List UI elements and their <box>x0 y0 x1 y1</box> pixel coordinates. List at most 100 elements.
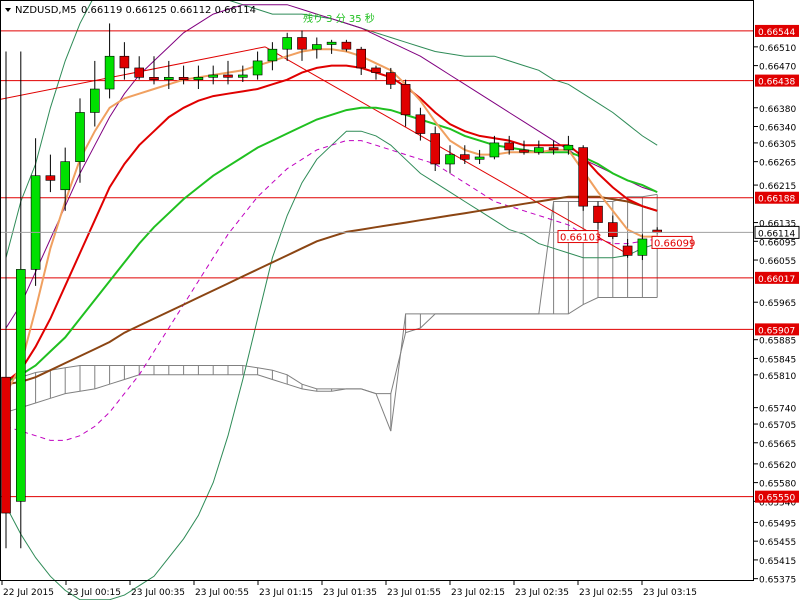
bullish-candle <box>90 88 100 113</box>
x-axis-tick-label: 23 Jul 01:35 <box>323 588 377 598</box>
x-axis-tick-label: 23 Jul 02:35 <box>515 588 569 598</box>
x-axis-tick-label: 23 Jul 00:15 <box>67 588 121 598</box>
bearish-candle <box>519 149 529 153</box>
bullish-candle <box>311 44 322 50</box>
level-price-label: 0.66438 <box>758 78 795 88</box>
x-axis-tick-label: 23 Jul 03:15 <box>643 588 697 598</box>
x-axis-tick-label: 22 Jul 2015 <box>3 588 54 598</box>
bullish-candle <box>282 37 293 50</box>
bearish-candle <box>415 114 426 134</box>
bullish-candle <box>563 144 574 151</box>
bullish-candle <box>489 142 500 158</box>
level-price-label: 0.66188 <box>758 195 795 205</box>
x-axis-tick-label: 23 Jul 01:55 <box>387 588 441 598</box>
ma-long-line <box>5 195 658 386</box>
cloud-span-a <box>5 193 658 395</box>
y-axis-tick-label: 0.66135 <box>759 220 796 230</box>
price-tag-box <box>557 230 599 244</box>
y-axis-tick-label: 0.65705 <box>759 421 796 431</box>
bollinger-inner-lower-band <box>5 140 658 441</box>
y-axis-tick-label: 0.65965 <box>759 299 796 309</box>
x-axis-tick-label: 23 Jul 00:35 <box>131 588 185 598</box>
bullish-candle <box>104 55 115 90</box>
bearish-candle <box>430 133 441 165</box>
x-axis-tick-label: 23 Jul 00:55 <box>195 588 249 598</box>
level-price-badge <box>755 24 799 37</box>
price-tag-label: 0.66103 <box>560 233 601 244</box>
level-price-badge <box>755 323 799 336</box>
bearish-candle <box>1 376 11 514</box>
bearish-candle <box>578 147 589 207</box>
bearish-candle <box>622 245 633 256</box>
y-axis-tick-label: 0.65810 <box>759 372 796 382</box>
bearish-candle <box>371 67 381 73</box>
level-price-label: 0.66017 <box>758 275 795 285</box>
bollinger-inner-upper-band <box>5 4 658 329</box>
level-price-label: 0.65907 <box>758 326 795 336</box>
y-axis-tick-label: 0.66470 <box>759 63 796 73</box>
bullish-candle <box>75 112 85 162</box>
bearish-candle <box>459 154 470 160</box>
y-axis-tick-label: 0.65375 <box>759 576 796 586</box>
x-axis-tick-label: 23 Jul 01:15 <box>259 588 313 598</box>
bullish-candle <box>533 147 544 153</box>
bearish-candle <box>178 77 189 80</box>
bearish-candle <box>548 147 559 151</box>
bearish-candle <box>400 84 411 116</box>
y-axis-tick-label: 0.66340 <box>759 124 796 134</box>
level-price-badge <box>755 191 799 204</box>
y-axis-tick-label: 0.66510 <box>759 44 796 54</box>
current-price-badge <box>754 225 800 239</box>
bearish-candle <box>297 37 307 50</box>
ma-mid-line <box>5 64 658 383</box>
bearish-candle <box>119 55 130 69</box>
window-menu-arrow-icon[interactable] <box>5 8 11 12</box>
ohlc-label: 0.66119 0.66125 0.66112 0.66114 <box>81 5 256 16</box>
bearish-candle <box>223 74 233 78</box>
y-axis-tick-label: 0.65665 <box>759 440 796 450</box>
current-price-label: 0.66114 <box>758 229 795 239</box>
bullish-candle <box>15 269 26 502</box>
bearish-candle <box>593 205 603 223</box>
y-axis-tick-label: 0.66055 <box>759 257 796 267</box>
trendline <box>0 46 266 100</box>
bullish-candle <box>474 156 485 160</box>
bullish-candle <box>60 161 71 191</box>
level-price-label: 0.65550 <box>758 494 795 504</box>
y-axis-tick-label: 0.65620 <box>759 461 796 471</box>
y-axis-tick-label: 0.65885 <box>759 337 796 347</box>
bullish-candle <box>252 60 263 76</box>
price-tag-box <box>651 235 693 249</box>
bearish-candle <box>607 222 618 237</box>
bullish-candle <box>326 41 337 45</box>
bullish-candle <box>164 77 174 80</box>
y-axis-tick-label: 0.65740 <box>759 405 796 415</box>
y-axis-tick-label: 0.65415 <box>759 557 796 567</box>
symbol-label: NZDUSD,M5 <box>15 5 77 16</box>
y-axis-tick-label: 0.66305 <box>759 140 796 150</box>
bearish-candle <box>134 67 144 78</box>
y-axis-tick-label: 0.65540 <box>759 498 796 508</box>
bullish-candle <box>238 74 248 78</box>
y-axis-tick-label: 0.65580 <box>759 480 796 490</box>
bearish-candle <box>504 142 515 151</box>
bullish-candle <box>208 74 218 78</box>
level-price-badge <box>755 490 799 503</box>
bullish-candle <box>30 175 41 270</box>
y-axis-tick-label: 0.66215 <box>759 182 796 192</box>
ma-slow-line <box>5 106 658 383</box>
x-axis-tick-label: 23 Jul 02:15 <box>451 588 505 598</box>
bearish-candle <box>149 77 159 80</box>
bullish-candle <box>193 77 204 80</box>
cloud-span-b <box>5 297 658 432</box>
y-axis-tick-label: 0.66380 <box>759 105 796 115</box>
bearish-candle <box>341 41 352 50</box>
bullish-candle <box>445 154 455 165</box>
bullish-candle <box>637 238 648 256</box>
bearish-candle <box>385 72 396 85</box>
y-axis-tick-label: 0.66095 <box>759 238 796 248</box>
level-price-badge <box>755 271 799 284</box>
bearish-candle <box>45 175 56 181</box>
